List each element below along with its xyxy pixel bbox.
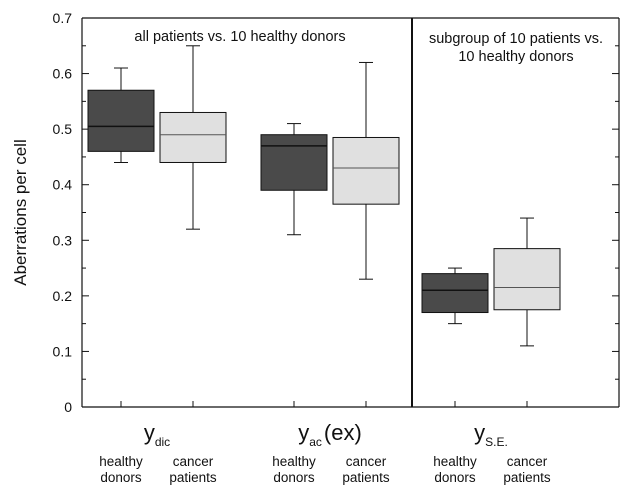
group-label-2: yS.E. bbox=[474, 420, 508, 449]
y-tick-label: 0.4 bbox=[53, 177, 73, 193]
y-tick-label: 0.2 bbox=[53, 288, 73, 304]
box-label-line2: patients bbox=[342, 470, 390, 485]
y-tick-label: 0.3 bbox=[53, 232, 73, 248]
group-label-base: y bbox=[144, 420, 155, 445]
group-label-suffix: (ex) bbox=[324, 420, 362, 445]
box-label-line2: donors bbox=[100, 470, 142, 485]
panel-title-left: all patients vs. 10 healthy donors bbox=[134, 29, 345, 45]
axes: 0 0.1 0.2 0.3 0.4 0.5 0.6 0.7 bbox=[53, 10, 620, 415]
group-label-subscript: ac bbox=[309, 435, 322, 449]
box-label-line2: patients bbox=[169, 470, 217, 485]
box-label-line1: healthy bbox=[99, 454, 143, 469]
box-label-line2: donors bbox=[434, 470, 476, 485]
group-label-subscript: S.E. bbox=[485, 435, 508, 449]
box-label-line1: cancer bbox=[346, 454, 387, 469]
box-label-line1: cancer bbox=[173, 454, 214, 469]
group-label-1: yac(ex) bbox=[298, 420, 362, 449]
box-healthy-donors-1 bbox=[260, 123, 328, 236]
box-label-line1: healthy bbox=[272, 454, 316, 469]
box-cancer-patients-1 bbox=[332, 61, 400, 280]
group-label-base: y bbox=[474, 420, 485, 445]
y-axis-label: Aberrations per cell bbox=[11, 139, 30, 285]
box-label-line2: donors bbox=[273, 470, 315, 485]
group-label-0: ydic bbox=[144, 420, 170, 449]
iqr-box bbox=[159, 111, 227, 163]
y-tick-label: 0.7 bbox=[53, 10, 73, 26]
iqr-box bbox=[260, 134, 328, 191]
iqr-box bbox=[87, 89, 155, 152]
group-label-subscript: dic bbox=[155, 435, 170, 449]
box-healthy-donors-0 bbox=[87, 67, 155, 163]
panel-title-right-line2: 10 healthy donors bbox=[458, 49, 573, 65]
box-healthy-donors-2 bbox=[421, 267, 489, 325]
y-tick-label: 0 bbox=[64, 399, 72, 415]
box-cancer-patients-0 bbox=[159, 45, 227, 230]
label-layer: Aberrations per cell all patients vs. 10 … bbox=[11, 29, 603, 485]
iqr-box bbox=[332, 136, 400, 205]
box-label-line1: healthy bbox=[433, 454, 477, 469]
y-tick-label: 0.5 bbox=[53, 121, 73, 137]
y-tick-label: 0.6 bbox=[53, 66, 73, 82]
box-label-line2: patients bbox=[503, 470, 551, 485]
group-label-base: y bbox=[298, 420, 309, 445]
panel-title-right-line1: subgroup of 10 patients vs. bbox=[429, 31, 603, 47]
iqr-box bbox=[493, 248, 561, 311]
y-tick-label: 0.1 bbox=[53, 343, 73, 359]
box-label-line1: cancer bbox=[507, 454, 548, 469]
iqr-box bbox=[421, 273, 489, 314]
box-cancer-patients-2 bbox=[493, 217, 561, 347]
box-group-layer bbox=[87, 45, 561, 347]
